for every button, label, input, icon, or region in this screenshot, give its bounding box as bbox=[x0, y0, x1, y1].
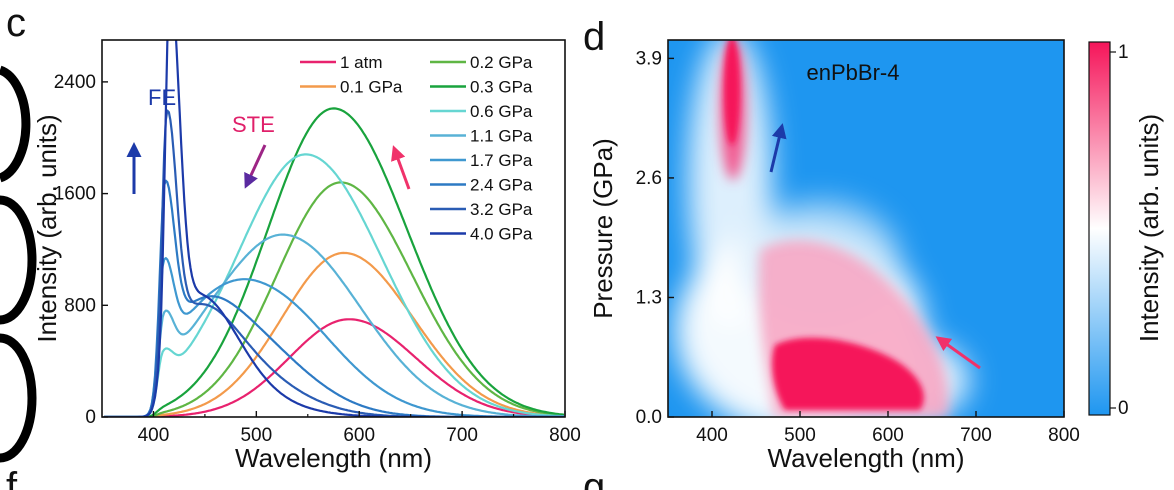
x-tick-label: 500 bbox=[240, 425, 272, 446]
y-tick-label: 1.3 bbox=[636, 287, 662, 308]
legend-label: 0.3 GPa bbox=[470, 78, 533, 97]
legend-label: 2.4 GPa bbox=[470, 176, 533, 195]
ste-annotation: STE bbox=[232, 112, 275, 137]
x-tick-label: 400 bbox=[138, 425, 170, 446]
legend-label: 1 atm bbox=[340, 53, 383, 72]
heatmap-image bbox=[668, 40, 1064, 417]
ste-down-arrow bbox=[244, 144, 267, 189]
legend-label: 0.1 GPa bbox=[340, 78, 403, 97]
heatmap-frame bbox=[667, 39, 1065, 418]
spectrum-series-line bbox=[104, 179, 564, 417]
x-tick-label: 500 bbox=[784, 425, 816, 446]
heatmap-axes: 400 500 600 700 800 0.0 1.3 2.6 3.9 bbox=[636, 48, 1080, 446]
y-tick-label: 0 bbox=[85, 407, 96, 428]
fe-region-arrow bbox=[769, 123, 787, 173]
legend-label: 0.6 GPa bbox=[470, 102, 533, 121]
spectra-y-axis-label: Intensity (arb. units) bbox=[32, 114, 62, 342]
x-tick-label: 600 bbox=[343, 425, 375, 446]
y-tick-label: 2.6 bbox=[636, 168, 662, 189]
x-tick-label: 400 bbox=[696, 425, 728, 446]
pl-spectra-chart: 400 500 600 700 800 0 800 1600 2400 Wavelength (… bbox=[32, 39, 581, 473]
spectra-legend: 1 atm 0.1 GPa 0.2 GPa 0.3 GPa 0.6 GPa 1.1 GPa… bbox=[300, 53, 533, 244]
fe-annotation: FE bbox=[148, 85, 176, 110]
spectrum-series-line bbox=[104, 251, 565, 417]
spectra-axes: 400 500 600 700 800 0 800 1600 2400 bbox=[54, 72, 581, 446]
y-tick-label: 800 bbox=[64, 295, 96, 316]
pl-pressure-heatmap: 400 500 600 700 800 0.0 1.3 2.6 3.9 enPbBr-4 Wav… bbox=[588, 39, 1164, 473]
heatmap-title: enPbBr-4 bbox=[807, 60, 900, 85]
x-tick-label: 800 bbox=[549, 425, 581, 446]
heatmap-x-axis-label: Wavelength (nm) bbox=[768, 443, 965, 473]
panel-letter-f: f bbox=[6, 465, 18, 490]
x-tick-label: 600 bbox=[872, 425, 904, 446]
y-tick-label: 2400 bbox=[54, 72, 96, 93]
legend-label: 0.2 GPa bbox=[470, 53, 533, 72]
legend-label: 4.0 GPa bbox=[470, 225, 533, 244]
x-tick-label: 700 bbox=[446, 425, 478, 446]
spectrum-series-line bbox=[104, 107, 565, 417]
panel-letter-g: g bbox=[583, 465, 605, 490]
colorbar-max-label: 1 bbox=[1118, 42, 1129, 63]
spectra-curves bbox=[104, 40, 565, 417]
x-tick-label: 800 bbox=[1048, 425, 1080, 446]
spectra-x-axis-label: Wavelength (nm) bbox=[235, 443, 432, 473]
y-tick-label: 1600 bbox=[54, 184, 96, 205]
spectrum-series-line bbox=[104, 109, 564, 417]
adjacent-panel-fragment bbox=[0, 65, 37, 463]
spectra-plot-frame bbox=[101, 39, 566, 418]
legend-label: 1.1 GPa bbox=[470, 127, 533, 146]
panel-letter-d: d bbox=[583, 15, 605, 59]
colorbar bbox=[1088, 41, 1111, 416]
colorbar-min-label: 0 bbox=[1118, 398, 1129, 419]
x-tick-label: 700 bbox=[960, 425, 992, 446]
colorbar-label: Intensity (arb. units) bbox=[1134, 114, 1164, 342]
heatmap-y-axis-label: Pressure (GPa) bbox=[588, 138, 618, 319]
spectrum-series-line bbox=[104, 181, 565, 417]
panel-letter-c: c bbox=[6, 1, 26, 45]
spectrum-series-line bbox=[104, 318, 564, 417]
ste-region-arrow bbox=[935, 336, 981, 370]
spectrum-series-line bbox=[104, 233, 564, 417]
y-tick-label: 0.0 bbox=[636, 407, 662, 428]
spectrum-series-line bbox=[104, 40, 564, 417]
legend-label: 3.2 GPa bbox=[470, 200, 533, 219]
spectrum-series-line bbox=[104, 153, 565, 417]
y-tick-label: 3.9 bbox=[636, 48, 662, 69]
ste-up-arrow bbox=[391, 145, 411, 190]
legend-label: 1.7 GPa bbox=[470, 151, 533, 170]
